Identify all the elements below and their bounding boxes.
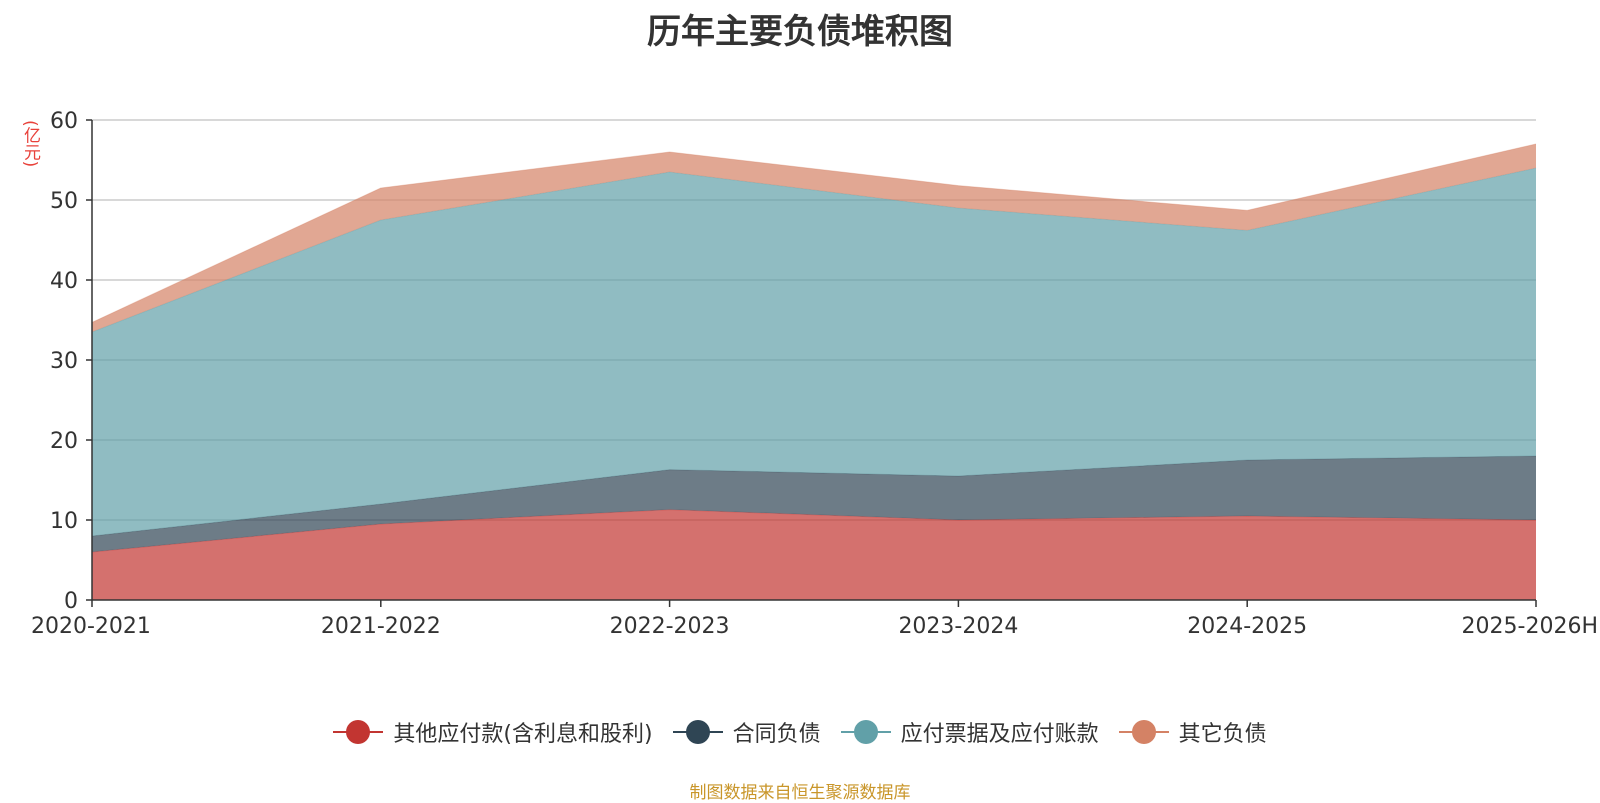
- chart-title: 历年主要负债堆积图: [647, 12, 953, 52]
- source-note: 制图数据来自恒生聚源数据库: [689, 783, 911, 803]
- y-tick-label: 20: [50, 429, 78, 454]
- legend-marker-icon: [672, 720, 723, 744]
- axes: 0 10 20 30 40 50 60 2020-2021 2021-2022 2022-2023…: [31, 109, 1598, 639]
- y-tick-label: 40: [50, 269, 78, 294]
- x-tick-label: 2020-2021: [31, 614, 151, 639]
- x-tick-label: 2021-2022: [321, 614, 441, 639]
- y-tick-label: 60: [50, 109, 78, 134]
- area-series-1: [92, 509, 1536, 600]
- x-tick-label: 2024-2025: [1187, 614, 1307, 639]
- legend-marker-icon: [840, 720, 891, 744]
- legend: 其他应付款(含利息和股利) 合同负债 应付票据及应付账款 其它负债: [0, 716, 1600, 748]
- area-series-4: [92, 144, 1536, 332]
- area-series-3: [92, 168, 1536, 536]
- area-series: [91, 143, 1537, 600]
- area-series-4-edge: [91, 143, 1537, 323]
- legend-item-2[interactable]: 合同负债: [672, 716, 821, 748]
- legend-item-1[interactable]: 其他应付款(含利息和股利): [333, 716, 653, 748]
- legend-marker-icon: [1118, 720, 1169, 744]
- x-tick-label: 2025-2026H: [1462, 614, 1598, 639]
- y-tick-label: 0: [64, 589, 78, 614]
- area-series-2: [92, 456, 1536, 552]
- legend-label: 应付票据及应付账款: [900, 722, 1099, 747]
- legend-label: 其它负债: [1178, 722, 1267, 747]
- legend-item-4[interactable]: 其它负债: [1118, 716, 1267, 748]
- legend-item-3[interactable]: 应付票据及应付账款: [840, 716, 1099, 748]
- y-tick-label: 50: [50, 189, 78, 214]
- x-tick-label: 2022-2023: [610, 614, 730, 639]
- y-tick-label: 10: [50, 509, 78, 534]
- legend-label: 合同负债: [732, 722, 821, 747]
- y-tick-label: 30: [50, 349, 78, 374]
- y-axis-label: (亿元): [20, 120, 40, 168]
- legend-label: 其他应付款(含利息和股利): [393, 722, 653, 747]
- x-tick-label: 2023-2024: [898, 614, 1018, 639]
- legend-marker-icon: [333, 720, 384, 744]
